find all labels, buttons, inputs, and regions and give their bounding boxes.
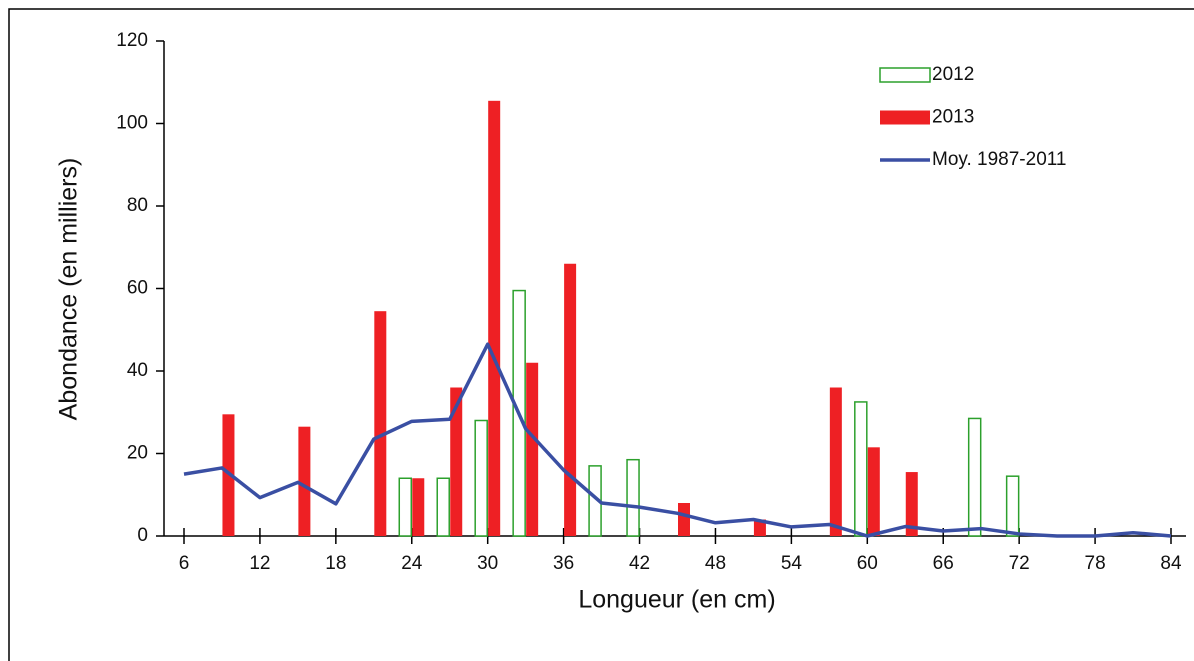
bar <box>526 362 539 536</box>
bar <box>436 477 450 537</box>
bar <box>412 478 425 536</box>
bar <box>1005 475 1020 537</box>
bar <box>564 263 577 536</box>
bar <box>450 387 463 536</box>
x-tick-label: 18 <box>325 553 346 574</box>
x-tick-label: 54 <box>781 553 803 574</box>
x-tick-label: 12 <box>249 553 270 574</box>
y-tick-label: 0 <box>137 525 148 546</box>
frame <box>8 8 1194 661</box>
y-tick-label: 20 <box>127 443 148 464</box>
bar <box>867 447 880 536</box>
line <box>183 342 1172 538</box>
y-axis-title: Abondance (en milliers) <box>55 158 83 421</box>
bar <box>678 503 690 536</box>
x-tick-label: 6 <box>179 553 190 574</box>
bar <box>829 387 842 536</box>
x-tick-label: 48 <box>705 553 726 574</box>
bar <box>854 401 868 537</box>
x-axis-title: Longueur (en cm) <box>578 586 775 614</box>
legend-label: 2012 <box>932 64 974 85</box>
x-tick-label: 42 <box>629 553 650 574</box>
x-tick-label: 36 <box>553 553 574 574</box>
bar <box>474 419 488 537</box>
bar <box>488 100 501 536</box>
x-tick-label: 78 <box>1085 553 1106 574</box>
x-tick-label: 66 <box>933 553 954 574</box>
y-tick-label: 100 <box>116 113 148 134</box>
bar <box>298 426 311 536</box>
x-tick-label: 60 <box>857 553 878 574</box>
bar <box>967 417 982 537</box>
x-tick-label: 24 <box>401 553 423 574</box>
legend-label: 2013 <box>932 107 974 128</box>
x-tick-label: 72 <box>1009 553 1030 574</box>
y-tick-label: 80 <box>127 195 148 216</box>
x-tick-label: 30 <box>477 553 498 574</box>
bar <box>626 458 640 537</box>
y-tick-label: 60 <box>127 278 148 299</box>
x-tick-label: 84 <box>1160 553 1182 574</box>
legend-label: Moy. 1987-2011 <box>932 149 1067 170</box>
bar <box>753 519 766 536</box>
bar <box>905 472 918 536</box>
legend-swatch <box>879 67 931 83</box>
legend-swatch <box>880 110 930 125</box>
bar <box>398 477 413 537</box>
y-tick-label: 40 <box>127 360 148 381</box>
bar <box>374 311 387 536</box>
y-tick-label: 120 <box>116 30 148 51</box>
